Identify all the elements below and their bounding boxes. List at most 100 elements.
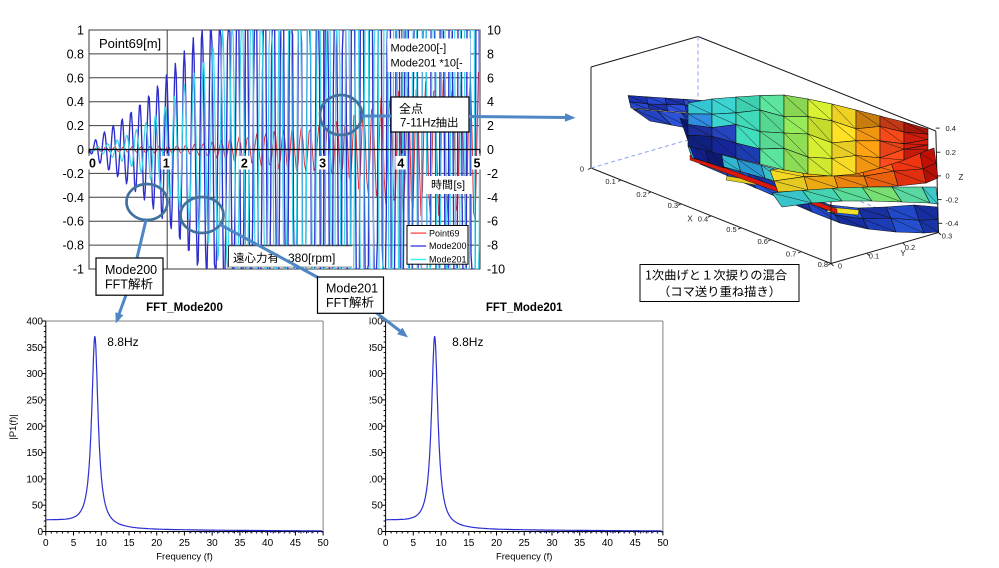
svg-text:50: 50 [372, 501, 384, 512]
svg-text:35: 35 [234, 538, 246, 549]
svg-text:10: 10 [96, 538, 108, 549]
svg-text:X: X [687, 215, 693, 224]
svg-text:35: 35 [574, 538, 586, 549]
svg-text:0: 0 [43, 538, 49, 549]
svg-text:45: 45 [630, 538, 642, 549]
svg-text:0.1: 0.1 [605, 177, 615, 186]
svg-text:0.5: 0.5 [726, 225, 736, 234]
svg-text:-0.2: -0.2 [62, 167, 84, 181]
svg-text:100: 100 [366, 474, 383, 485]
svg-text:100: 100 [26, 474, 43, 485]
svg-text:380[rpm]: 380[rpm] [288, 251, 335, 265]
svg-text:5: 5 [411, 538, 417, 549]
svg-text:0.6: 0.6 [67, 71, 84, 85]
svg-text:0: 0 [383, 538, 389, 549]
svg-text:[s]: [s] [454, 180, 466, 192]
svg-text:Y: Y [900, 249, 906, 258]
svg-text:Frequency (f): Frequency (f) [496, 552, 553, 563]
svg-text:20: 20 [491, 538, 503, 549]
svg-text:-0.4: -0.4 [62, 191, 84, 205]
svg-text:0: 0 [580, 165, 584, 174]
svg-text:0: 0 [89, 157, 96, 171]
svg-text:Mode200: Mode200 [105, 263, 157, 277]
svg-text:5: 5 [71, 538, 77, 549]
svg-text:0.2: 0.2 [946, 148, 956, 157]
svg-text:0.4: 0.4 [698, 214, 708, 223]
svg-text:350: 350 [26, 343, 43, 354]
svg-text:10: 10 [487, 24, 501, 38]
svg-text:0.3: 0.3 [942, 232, 952, 241]
svg-text:0: 0 [838, 262, 842, 271]
svg-text:|P1(f)|: |P1(f)| [8, 414, 19, 440]
svg-text:25: 25 [519, 538, 531, 549]
svg-text:0.2: 0.2 [905, 243, 915, 252]
svg-text:5: 5 [474, 157, 481, 171]
svg-text:Point69: Point69 [429, 228, 460, 238]
svg-text:FFT_Mode201: FFT_Mode201 [486, 302, 563, 314]
svg-text:30: 30 [546, 538, 558, 549]
svg-text:200: 200 [26, 422, 43, 433]
svg-text:40: 40 [602, 538, 614, 549]
svg-text:50: 50 [657, 538, 669, 549]
svg-text:-1: -1 [73, 263, 84, 277]
svg-text:-0.6: -0.6 [62, 215, 84, 229]
svg-text:2: 2 [487, 119, 494, 133]
svg-text:0.1: 0.1 [869, 252, 879, 261]
svg-text:3: 3 [319, 157, 326, 171]
svg-text:250: 250 [26, 395, 43, 406]
svg-text:Z: Z [959, 173, 964, 182]
svg-text:50: 50 [32, 501, 44, 512]
svg-text:Frequency (f): Frequency (f) [156, 552, 213, 563]
svg-text:1: 1 [77, 24, 84, 38]
svg-text:Point69[m]: Point69[m] [99, 36, 161, 51]
svg-text:-6: -6 [487, 215, 498, 229]
svg-text:0.2: 0.2 [636, 190, 646, 199]
svg-text:0.3: 0.3 [668, 201, 678, 210]
svg-text:-0.2: -0.2 [946, 195, 959, 204]
svg-text:7-11Hz: 7-11Hz [400, 118, 436, 130]
svg-text:-8: -8 [487, 239, 498, 253]
svg-text:8.8Hz: 8.8Hz [107, 335, 138, 349]
svg-text:-0.8: -0.8 [62, 239, 84, 253]
svg-text:25: 25 [179, 538, 191, 549]
svg-text:0: 0 [946, 172, 950, 181]
svg-text:0: 0 [77, 143, 84, 157]
svg-text:0.4: 0.4 [67, 95, 84, 109]
svg-text:0.6: 0.6 [757, 237, 767, 246]
svg-text:45: 45 [290, 538, 302, 549]
svg-text:400: 400 [26, 317, 43, 328]
svg-text:15: 15 [463, 538, 475, 549]
svg-text:50: 50 [318, 538, 330, 549]
svg-text:4: 4 [397, 157, 404, 171]
svg-text:FFT: FFT [326, 296, 349, 310]
svg-text:350: 350 [366, 343, 383, 354]
svg-text:Mode200[-]: Mode200[-] [391, 43, 447, 55]
svg-text:0: 0 [377, 527, 383, 538]
svg-text:2: 2 [241, 157, 248, 171]
svg-text:300: 300 [26, 369, 43, 380]
svg-text:-4: -4 [487, 191, 498, 205]
svg-text:300: 300 [366, 369, 383, 380]
svg-text:0.2: 0.2 [67, 119, 84, 133]
svg-text:10: 10 [436, 538, 448, 549]
svg-text:0.4: 0.4 [946, 124, 956, 133]
svg-text:Mode200: Mode200 [429, 241, 467, 251]
svg-text:-0.4: -0.4 [946, 219, 959, 228]
svg-text:0.8: 0.8 [67, 47, 84, 61]
svg-text:200: 200 [366, 422, 383, 433]
svg-text:30: 30 [207, 538, 219, 549]
svg-text:1: 1 [163, 157, 170, 171]
svg-text:4: 4 [487, 95, 494, 109]
svg-text:Mode201: Mode201 [429, 255, 467, 265]
svg-text:0: 0 [37, 527, 43, 538]
svg-text:250: 250 [366, 395, 383, 406]
svg-text:FFT_Mode200: FFT_Mode200 [146, 302, 223, 314]
svg-text:150: 150 [366, 448, 383, 459]
svg-text:6: 6 [487, 71, 494, 85]
svg-text:Mode201: Mode201 [326, 281, 378, 295]
svg-text:Mode201 *10[-: Mode201 *10[- [391, 58, 463, 70]
svg-text:8.8Hz: 8.8Hz [452, 335, 483, 349]
svg-text:150: 150 [26, 448, 43, 459]
svg-text:-10: -10 [487, 263, 505, 277]
svg-text:15: 15 [123, 538, 135, 549]
